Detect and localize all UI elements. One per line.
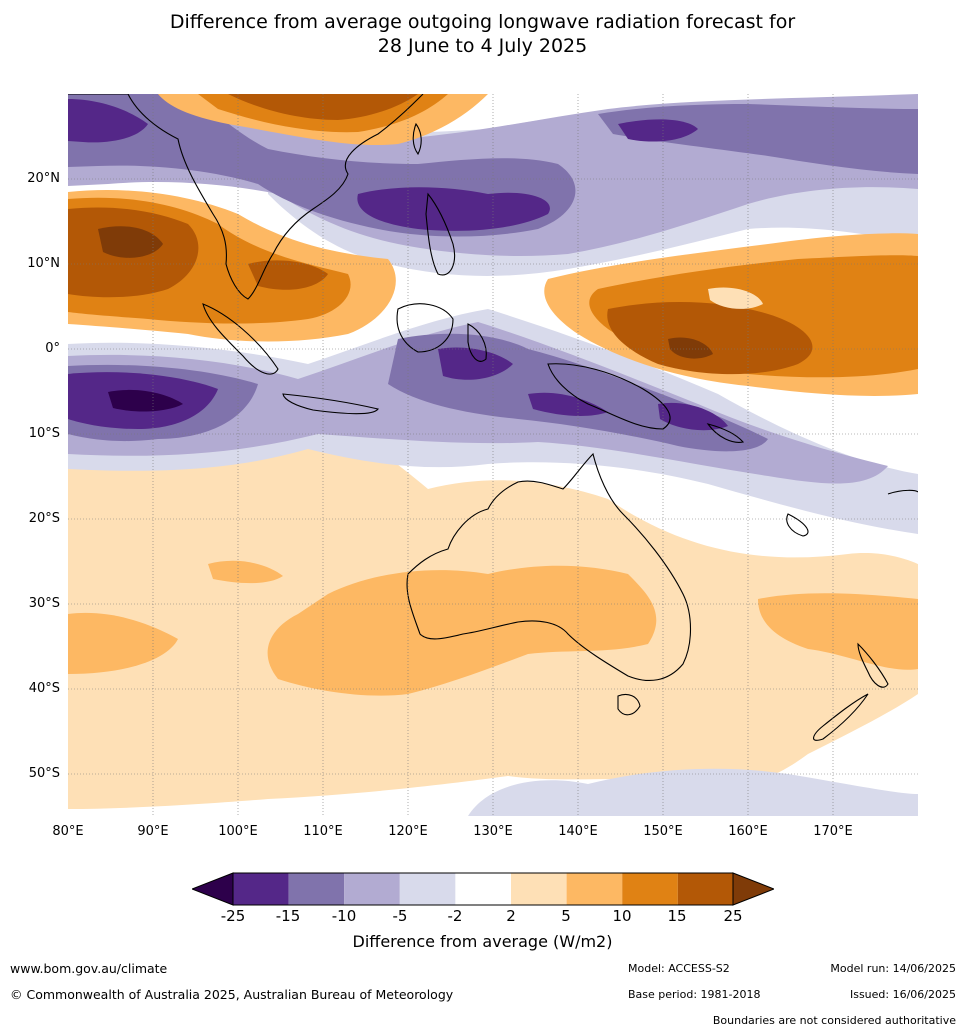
indian-ocean-deepest-purple [108, 389, 183, 412]
west-pacific-orange-core [668, 337, 713, 359]
lon-label-130e: 130°E [473, 824, 513, 839]
colorbar-tick-label: -25 [220, 907, 246, 925]
equatorial-medium-purple-band [68, 333, 768, 452]
colorbar-tick-label: -2 [447, 907, 463, 925]
pacific-light-spot [708, 287, 763, 309]
lat-label-30s: 30°S [28, 596, 60, 611]
lon-label-140e: 140°E [558, 824, 598, 839]
colorbar-tick-label: -15 [275, 907, 301, 925]
coastlines [68, 94, 918, 741]
chart-title: Difference from average outgoing longwav… [0, 10, 965, 58]
colorbar-swatch-6 [511, 873, 567, 905]
tasman-orange-patch [758, 593, 918, 670]
new-guinea-coastline [547, 363, 671, 430]
colorbar-extend-low [192, 872, 234, 906]
southwest-orange-patch [208, 560, 283, 584]
sumatra-coastline [202, 303, 279, 375]
new-zealand-north [857, 642, 889, 688]
colorbar-tick-label: -10 [331, 907, 357, 925]
colorbar-swatch-7 [566, 873, 623, 905]
maritime-continent-dark-purple [438, 347, 728, 431]
lat-label-50s: 50°S [28, 766, 60, 781]
australia-coastline [406, 452, 691, 681]
colorbar-tick-label: -5 [392, 907, 408, 925]
colorbar-swatch-8 [622, 873, 678, 905]
gridlines [68, 94, 918, 816]
lon-label-150e: 150°E [643, 824, 683, 839]
map-svg [68, 94, 918, 816]
lat-label-40s: 40°S [28, 681, 60, 696]
colorbar-tick-label: 2 [506, 907, 516, 925]
solomon-islands [706, 423, 745, 443]
bay-of-bengal-dark-purple [68, 99, 148, 143]
lon-label-100e: 100°E [218, 824, 258, 839]
west-pacific-orange-dark [607, 302, 813, 375]
lon-label-80e: 80°E [52, 824, 84, 839]
footer-model-run: Model run: 14/06/2025 [830, 962, 956, 975]
asia-mainland-coastline [68, 94, 424, 300]
northern-medium-purple-field [68, 94, 918, 237]
lon-label-90e: 90°E [137, 824, 169, 839]
colorbar-swatch-2 [288, 873, 345, 905]
lon-label-160e: 160°E [728, 824, 768, 839]
tasmania-coastline [617, 693, 641, 716]
colorbar-swatch-9 [677, 873, 733, 905]
colorbar-swatch-5 [455, 873, 511, 905]
pacific-dark-purple [618, 119, 698, 142]
footer-disclaimer: Boundaries are not considered authoritat… [712, 1014, 956, 1027]
philippines-dark-purple [357, 187, 550, 231]
indian-ocean-orange-core [98, 226, 163, 258]
indian-ocean-orange-patch [68, 612, 178, 674]
colorbar-swatch-4 [399, 873, 456, 905]
colorbar-border [232, 872, 734, 906]
footer-issued: Issued: 16/06/2025 [849, 988, 956, 1001]
lon-label-110e: 110°E [303, 824, 343, 839]
colorbar-extend-high [732, 872, 774, 906]
footer-copyright: © Commonwealth of Australia 2025, Austra… [10, 987, 454, 1002]
borneo-coastline [396, 303, 454, 353]
sulawesi-coastline [467, 323, 487, 362]
southern-ocean-lavender [468, 768, 918, 816]
footer-model: Model: ACCESS-S2 [628, 962, 730, 975]
colorbar-tick-label: 15 [667, 907, 687, 925]
australia-orange-patch [267, 565, 657, 696]
lat-label-0: 0° [45, 341, 60, 356]
title-line-1: Difference from average outgoing longwav… [169, 11, 796, 33]
colorbar-tick-label: 5 [561, 907, 571, 925]
lat-label-20n: 20°N [27, 171, 60, 186]
colorbar-swatch-1 [233, 873, 289, 905]
vanuatu-fiji [786, 489, 918, 537]
philippines-coastline [425, 192, 456, 276]
lat-label-10s: 10°S [28, 426, 60, 441]
footer-base-period: Base period: 1981-2018 [628, 988, 761, 1001]
colorbar-tick-label: 25 [723, 907, 743, 925]
footer-website: www.bom.gov.au/climate [10, 961, 168, 976]
lon-label-170e: 170°E [813, 824, 853, 839]
title-line-2: 28 June to 4 July 2025 [377, 35, 588, 57]
colorbar-tick-label: 10 [612, 907, 632, 925]
colorbar [192, 872, 774, 906]
lat-label-10n: 10°N [27, 256, 60, 271]
taiwan-coastline [412, 122, 422, 156]
java-coastline [282, 393, 379, 415]
olr-anomaly-map [68, 94, 918, 816]
new-zealand-south [813, 693, 869, 741]
lat-label-20s: 20°S [28, 511, 60, 526]
colorbar-label: Difference from average (W/m2) [352, 932, 613, 951]
colorbar-swatch-3 [344, 873, 400, 905]
lon-label-120e: 120°E [388, 824, 428, 839]
